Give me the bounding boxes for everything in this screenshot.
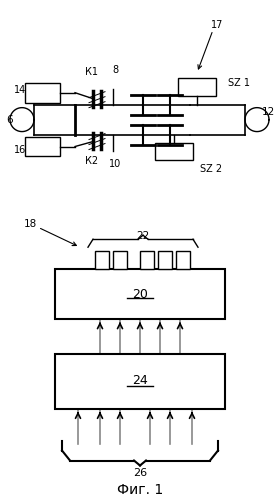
Bar — [25, 137, 60, 157]
Bar — [178, 78, 216, 96]
Text: К2: К2 — [85, 157, 98, 167]
Text: К1: К1 — [85, 67, 98, 77]
Text: SZ 1: SZ 1 — [228, 78, 250, 88]
Bar — [176, 251, 190, 269]
Text: 8: 8 — [112, 65, 118, 75]
Text: 17: 17 — [211, 20, 223, 30]
Text: SZ 2: SZ 2 — [200, 165, 222, 175]
Bar — [25, 83, 60, 103]
Text: 6: 6 — [7, 115, 13, 125]
Bar — [155, 143, 193, 161]
Text: 20: 20 — [132, 287, 148, 300]
Text: Фиг. 1: Фиг. 1 — [117, 484, 163, 498]
Bar — [158, 251, 172, 269]
Bar — [140, 251, 154, 269]
Text: 26: 26 — [133, 469, 147, 479]
Bar — [95, 251, 109, 269]
Bar — [113, 251, 127, 269]
Bar — [55, 269, 225, 319]
Text: 22: 22 — [136, 231, 150, 241]
Text: 14: 14 — [14, 85, 26, 95]
Text: 12: 12 — [261, 107, 275, 117]
Bar — [55, 354, 225, 409]
Text: 18: 18 — [23, 219, 37, 229]
Text: 16: 16 — [14, 145, 26, 155]
Text: 24: 24 — [132, 374, 148, 387]
Text: 10: 10 — [109, 160, 121, 170]
